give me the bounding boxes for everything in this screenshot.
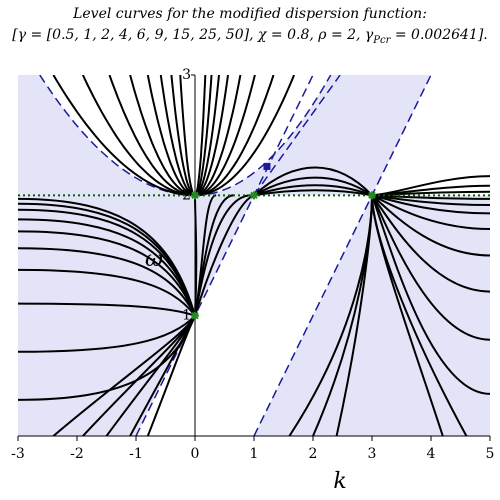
- level-curve: [18, 208, 196, 317]
- shaded-region: [254, 195, 490, 436]
- level-curve: [129, 75, 196, 197]
- level-curve: [371, 175, 490, 197]
- level-curve: [194, 75, 296, 197]
- level-curve: [146, 75, 196, 197]
- x-tick-label: -1: [129, 446, 143, 462]
- level-curve: [253, 166, 373, 197]
- y-tick-label: 3: [182, 67, 191, 83]
- shaded-region: [195, 75, 431, 196]
- level-curve: [371, 194, 490, 215]
- x-tick-label: 1: [250, 446, 259, 462]
- level-curve: [371, 194, 490, 395]
- level-curve: [18, 247, 196, 317]
- level-curve: [253, 184, 373, 197]
- chart-subtitle: [γ = [0.5, 1, 2, 4, 6, 9, 15, 25, 50], χ…: [12, 27, 488, 46]
- x-axis-label: k: [333, 469, 346, 494]
- y-axis-label: ω: [145, 247, 163, 272]
- x-tick-label: 3: [368, 446, 377, 462]
- subtitle-part: [γ = [0.5, 1, 2, 4, 6, 9, 15, 25, 50], χ…: [12, 27, 374, 43]
- level-curve: [18, 302, 196, 317]
- level-curve: [335, 195, 373, 436]
- level-curve: [371, 194, 490, 230]
- critical-point: [368, 191, 376, 200]
- level-curve: [253, 189, 373, 197]
- level-curve: [18, 218, 196, 317]
- level-curve: [371, 194, 490, 257]
- y-tick-label: 1: [182, 308, 191, 324]
- asymptote: [253, 75, 432, 436]
- level-curve: [194, 194, 252, 316]
- x-tick-label: -3: [11, 446, 25, 462]
- subtitle-part: Pcr: [372, 35, 391, 46]
- level-curve: [371, 194, 490, 293]
- level-curve: [81, 75, 196, 197]
- x-tick-label: -2: [70, 446, 84, 462]
- x-tick-label: 2: [309, 446, 318, 462]
- critical-point: [191, 311, 199, 320]
- level-curve: [194, 75, 256, 197]
- shaded-region: [18, 75, 254, 436]
- asymptote: [135, 75, 314, 436]
- level-curve: [146, 315, 196, 436]
- level-curve: [52, 75, 196, 197]
- y-tick-label: 2: [182, 187, 191, 203]
- level-curve: [253, 176, 373, 197]
- level-curve: [194, 75, 275, 197]
- chart-title: Level curves for the modified dispersion…: [72, 6, 427, 22]
- level-curve: [194, 75, 242, 197]
- subtitle-part: = 0.002641].: [390, 27, 487, 43]
- x-tick-label: 4: [427, 446, 436, 462]
- x-tick-label: 0: [191, 446, 200, 462]
- asymptote: [39, 75, 195, 197]
- marker-point: [263, 162, 271, 170]
- asymptote: [253, 75, 341, 196]
- level-curve: [18, 230, 196, 317]
- x-tick-label: 5: [486, 446, 495, 462]
- critical-point: [191, 191, 199, 200]
- level-curve: [170, 75, 196, 197]
- level-curve: [194, 75, 229, 197]
- critical-point: [250, 191, 258, 200]
- level-curve: [18, 315, 196, 353]
- level-curve: [371, 184, 490, 197]
- level-curve: [194, 194, 255, 316]
- level-curve: [18, 268, 196, 317]
- level-curve: [108, 75, 196, 197]
- level-curve: [371, 195, 444, 436]
- level-curve: [371, 194, 490, 341]
- level-curve: [159, 75, 196, 197]
- level-curve: [194, 75, 220, 197]
- asymptote: [195, 75, 332, 197]
